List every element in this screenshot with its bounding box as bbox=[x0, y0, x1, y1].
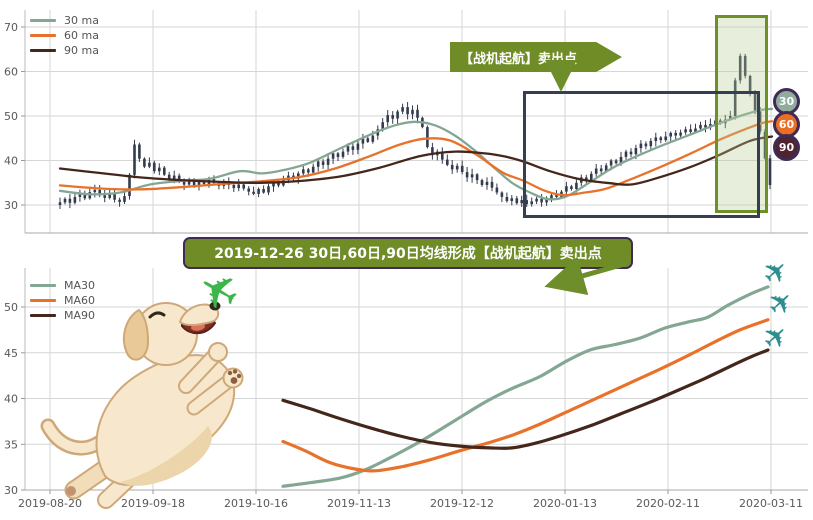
legend-swatch-icon bbox=[30, 49, 56, 52]
legend-label: 90 ma bbox=[64, 44, 99, 57]
ma-line-ma90 bbox=[281, 348, 770, 450]
y-tick-label: 30 bbox=[4, 199, 18, 212]
x-tick-label: 2020-02-11 bbox=[636, 497, 700, 510]
y-tick-label: 40 bbox=[4, 155, 18, 168]
sell-point-callout-text: 【战机起航】卖出点 bbox=[460, 51, 578, 67]
sell-point-callout: 【战机起航】卖出点 bbox=[450, 42, 622, 72]
legend-swatch-icon bbox=[30, 299, 56, 302]
legend-label: MA90 bbox=[64, 309, 96, 322]
legend-swatch-icon bbox=[30, 19, 56, 22]
top-legend: 30 ma 60 ma 90 ma bbox=[30, 13, 99, 58]
y-tick-label: 60 bbox=[4, 66, 18, 79]
legend-item-60ma: 60 ma bbox=[30, 28, 99, 43]
candles-series bbox=[58, 53, 772, 209]
legend-item-ma90: MA90 bbox=[30, 308, 95, 323]
y-tick-label: 45 bbox=[4, 347, 18, 360]
x-tick-label: 2019-08-20 bbox=[18, 497, 82, 510]
legend-label: 60 ma bbox=[64, 29, 99, 42]
y-tick-label: 50 bbox=[4, 301, 18, 314]
dog-illustration bbox=[40, 301, 244, 509]
x-tick-label: 2019-09-18 bbox=[121, 497, 185, 510]
legend-swatch-icon bbox=[30, 314, 56, 317]
legend-label: 30 ma bbox=[64, 14, 99, 27]
legend-item-90ma: 90 ma bbox=[30, 43, 99, 58]
legend-item-ma30: MA30 bbox=[30, 278, 95, 293]
legend-swatch-icon bbox=[30, 284, 56, 287]
y-tick-label: 40 bbox=[4, 393, 18, 406]
y-tick-label: 30 bbox=[4, 484, 18, 497]
legend-swatch-icon bbox=[30, 34, 56, 37]
ma-line-30ma bbox=[58, 107, 774, 201]
dog-paw-pads bbox=[227, 369, 242, 384]
legend-item-30ma: 30 ma bbox=[30, 13, 99, 28]
y-tick-label: 70 bbox=[4, 21, 18, 34]
selection-box bbox=[523, 91, 760, 218]
legend-item-ma60: MA60 bbox=[30, 293, 95, 308]
legend-label: MA60 bbox=[64, 294, 96, 307]
legend-label: MA30 bbox=[64, 279, 96, 292]
x-tick-label: 2019-11-13 bbox=[327, 497, 391, 510]
x-tick-label: 2020-01-13 bbox=[533, 497, 597, 510]
ma-line-ma60 bbox=[281, 318, 770, 473]
dog-eye bbox=[148, 311, 166, 319]
ma90-badge: 90 bbox=[773, 134, 800, 161]
ma-line-ma30 bbox=[281, 285, 770, 488]
dog-nose bbox=[209, 301, 221, 311]
dog-front-leg bbox=[180, 348, 222, 392]
x-tick-label: 2019-10-16 bbox=[224, 497, 288, 510]
x-tick-label: 2020-03-11 bbox=[739, 497, 803, 510]
x-tick-label: 2019-12-12 bbox=[430, 497, 494, 510]
y-tick-label: 50 bbox=[4, 110, 18, 123]
banner-text: 2019-12-26 30日,60日,90日均线形成【战机起航】卖出点 bbox=[214, 246, 602, 262]
ma-line-90ma bbox=[58, 135, 774, 186]
bottom-legend: MA30 MA60 MA90 bbox=[30, 278, 95, 323]
y-tick-label: 35 bbox=[4, 438, 18, 451]
banner-annotation: 2019-12-26 30日,60日,90日均线形成【战机起航】卖出点 bbox=[183, 237, 633, 269]
dog-ear bbox=[123, 309, 149, 361]
